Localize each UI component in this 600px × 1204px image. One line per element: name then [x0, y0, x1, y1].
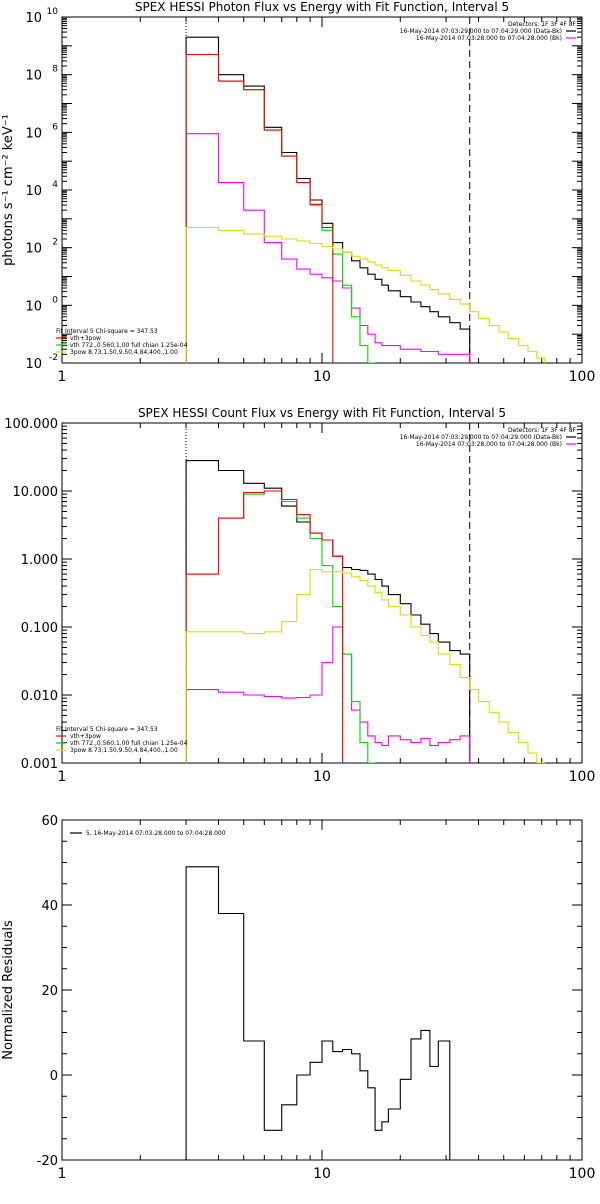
y-tick-label: 10 [25, 69, 42, 84]
y-tick-label: 10 [25, 184, 42, 199]
series-line-4 [185, 490, 344, 763]
x-tick-label: 1 [58, 369, 67, 385]
y-tick-base: 10 [25, 184, 42, 199]
y-tick-label: 10 [25, 11, 42, 26]
fit-legend-header: Fit Interval 5 Chi-square = 347.53 [56, 328, 158, 335]
y-tick-base: 10 [25, 299, 42, 314]
y-tick-exponent-label: 4 [52, 180, 58, 190]
y-tick-label: -20 [37, 1154, 58, 1169]
chart-title: SPEX HESSI Photon Flux vs Energy with Fi… [135, 0, 509, 14]
series-line-1 [185, 36, 471, 363]
y-tick-label: 0 [50, 1069, 58, 1084]
y-axis-label: Normalized Residuals [1, 920, 16, 1060]
y-tick-base: 10 [25, 11, 42, 26]
series-line-1 [185, 866, 451, 1160]
fit-legend-label: vth+3pow [70, 733, 101, 740]
y-tick-label: 10 [25, 299, 42, 314]
fit-legend-label: vth+3pow [70, 335, 101, 342]
legend-entry-label: 5, 16-May-2014 07:03:28.000 to 07:04:28.… [86, 830, 226, 837]
y-tick-exponent-label: 0 [52, 295, 58, 305]
y-tick-label: 0.100 [21, 621, 58, 636]
chart-panel-2: SPEX HESSI Count Flux vs Energy with Fit… [4, 406, 595, 785]
x-tick-label: 100 [569, 1166, 596, 1182]
x-tick-label: 100 [569, 369, 596, 385]
series-line-5 [185, 568, 545, 763]
legend-entry-label: 16-May-2014 07:03:28.000 to 07:04:28.000… [416, 441, 562, 448]
y-tick-exponent-label: 2 [52, 238, 58, 248]
y-tick-label: 0.010 [21, 689, 58, 704]
x-tick-label: 1 [58, 769, 67, 785]
y-tick-label: 10 [25, 242, 42, 257]
chart-panel-1: SPEX HESSI Photon Flux vs Energy with Fi… [1, 0, 595, 385]
y-tick-label: 60 [41, 814, 58, 829]
series-line-5 [185, 226, 546, 363]
series-group [185, 866, 451, 1160]
y-tick-base: 10 [25, 126, 42, 141]
legend-entry-label: 16-May-2014 07:03:28.000 to 07:04:28.000… [416, 35, 562, 42]
y-tick-label: 10.000 [13, 485, 59, 500]
series-group [185, 460, 545, 763]
x-tick-label: 10 [313, 769, 331, 785]
y-tick-base: 10 [25, 357, 42, 372]
x-tick-label: 100 [569, 769, 596, 785]
y-tick-exponent-label: -2 [49, 353, 58, 363]
y-tick-base: 10 [25, 69, 42, 84]
y-tick-exponent-label: 8 [52, 65, 58, 75]
chart-title: SPEX HESSI Count Flux vs Energy with Fit… [138, 406, 506, 420]
legend-entry-label: 16-May-2014 07:03:29.000 to 07:04:29.000… [400, 28, 562, 35]
y-tick-label: 0.001 [21, 757, 58, 772]
fit-legend-header: Fit Interval 5 Chi-square = 347.53 [56, 726, 158, 733]
x-tick-label: 10 [313, 369, 331, 385]
y-tick-label: 20 [41, 984, 58, 999]
series-group [185, 36, 546, 363]
y-tick-label: 1.000 [21, 553, 58, 568]
x-tick-label: 1 [58, 1166, 67, 1182]
x-tick-label: 10 [313, 1166, 331, 1182]
y-tick-label: 40 [41, 899, 58, 914]
fit-legend-label: vth 772.,0.560,1.00 full chian 1.25e-04 [70, 342, 188, 349]
y-tick-base: 10 [25, 242, 42, 257]
y-tick-label: 10 [25, 357, 42, 372]
fit-legend-label: 3pow 8.73,1.50,9.50,4.84,400.,1.00 [70, 349, 178, 356]
series-line-2 [185, 626, 471, 763]
y-axis-label: photons s⁻¹ cm⁻² keV⁻¹ [1, 114, 16, 266]
series-line-1 [185, 460, 471, 763]
y-tick-label: 100.000 [4, 417, 58, 432]
legend-header: Detectors: 1F 3F 4F 8F [508, 427, 577, 434]
chart-panel-3: 1 10 100 60 40 20 0 -20 Normalized Residuals 5, 1… [1, 814, 595, 1182]
series-line-4 [185, 53, 334, 363]
legend-header: Detectors: 1F 3F 4F 8F [508, 21, 577, 28]
y-tick-exponent-label: 10 [47, 7, 59, 17]
y-tick-label: 10 [25, 126, 42, 141]
fit-legend-label: vth 772.,0.560,1.00 full chian 1.25e-04 [70, 740, 188, 747]
y-tick-exponent-label: 6 [52, 122, 58, 132]
fit-legend-label: 3pow 8.73,1.50,9.50,4.84,400.,1.00 [70, 747, 178, 754]
legend-entry-label: 16-May-2014 07:03:29.000 to 07:04:29.000… [400, 434, 562, 441]
